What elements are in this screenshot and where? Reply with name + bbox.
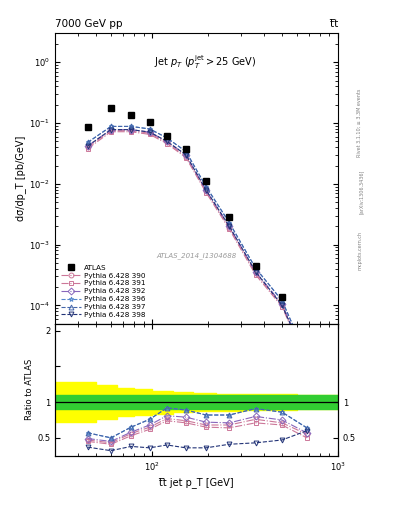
Pythia 6.428 390 — [165, 139, 169, 145]
Pythia 6.428 396 — [227, 220, 231, 226]
Pythia 6.428 390 — [108, 127, 113, 134]
Pythia 6.428 392 — [184, 152, 188, 158]
Y-axis label: dσ/dp_T [pb/GeV]: dσ/dp_T [pb/GeV] — [15, 136, 26, 221]
Pythia 6.428 390 — [227, 225, 231, 231]
Pythia 6.428 396 — [280, 297, 285, 304]
Text: [arXiv:1306.3436]: [arXiv:1306.3436] — [359, 170, 364, 214]
Pythia 6.428 392 — [305, 357, 309, 364]
Pythia 6.428 391 — [184, 155, 188, 161]
Text: Jet $p_T$ ($p_T^{\rm jet}>25$ GeV): Jet $p_T$ ($p_T^{\rm jet}>25$ GeV) — [154, 54, 256, 71]
ATLAS — [227, 215, 231, 221]
Pythia 6.428 391 — [204, 189, 208, 196]
Pythia 6.428 391 — [227, 226, 231, 232]
Pythia 6.428 392 — [85, 143, 90, 149]
Pythia 6.428 390 — [280, 302, 285, 308]
Pythia 6.428 398 — [147, 129, 152, 135]
Line: Pythia 6.428 392: Pythia 6.428 392 — [85, 127, 309, 362]
Pythia 6.428 392 — [280, 301, 285, 307]
Pythia 6.428 391 — [165, 140, 169, 146]
Pythia 6.428 392 — [165, 138, 169, 144]
Pythia 6.428 398 — [85, 143, 90, 149]
Pythia 6.428 397 — [227, 220, 231, 226]
Pythia 6.428 397 — [147, 126, 152, 132]
Pythia 6.428 397 — [204, 183, 208, 189]
Pythia 6.428 398 — [305, 358, 309, 365]
Pythia 6.428 398 — [280, 302, 285, 308]
ATLAS — [280, 293, 285, 300]
Pythia 6.428 390 — [129, 127, 134, 134]
Pythia 6.428 396 — [184, 148, 188, 155]
Pythia 6.428 396 — [253, 265, 258, 271]
Line: Pythia 6.428 396: Pythia 6.428 396 — [85, 124, 309, 360]
Pythia 6.428 397 — [165, 135, 169, 141]
ATLAS — [85, 124, 90, 131]
Line: Pythia 6.428 398: Pythia 6.428 398 — [85, 127, 309, 364]
Pythia 6.428 392 — [227, 223, 231, 229]
Text: Rivet 3.1.10; ≥ 3.3M events: Rivet 3.1.10; ≥ 3.3M events — [357, 89, 362, 157]
Text: mcplots.cern.ch: mcplots.cern.ch — [357, 231, 362, 270]
Pythia 6.428 392 — [129, 126, 134, 133]
Pythia 6.428 390 — [253, 270, 258, 276]
ATLAS — [305, 343, 309, 349]
Y-axis label: Ratio to ATLAS: Ratio to ATLAS — [25, 359, 34, 420]
Line: Pythia 6.428 391: Pythia 6.428 391 — [85, 130, 309, 366]
Pythia 6.428 396 — [147, 126, 152, 132]
Line: Pythia 6.428 397: Pythia 6.428 397 — [85, 124, 309, 360]
ATLAS — [108, 105, 113, 111]
ATLAS — [165, 133, 169, 139]
ATLAS — [147, 119, 152, 125]
Pythia 6.428 390 — [85, 144, 90, 151]
Pythia 6.428 390 — [204, 188, 208, 195]
Pythia 6.428 390 — [147, 130, 152, 136]
Line: ATLAS: ATLAS — [84, 105, 310, 349]
Bar — [55, 395, 338, 409]
Pythia 6.428 397 — [280, 297, 285, 304]
ATLAS — [253, 263, 258, 269]
Pythia 6.428 398 — [129, 126, 134, 133]
Pythia 6.428 392 — [108, 126, 113, 133]
Pythia 6.428 392 — [147, 129, 152, 135]
Pythia 6.428 397 — [184, 148, 188, 155]
Pythia 6.428 398 — [165, 138, 169, 144]
Text: ATLAS_2014_I1304688: ATLAS_2014_I1304688 — [156, 252, 237, 259]
Pythia 6.428 397 — [253, 265, 258, 271]
Pythia 6.428 397 — [85, 139, 90, 145]
Pythia 6.428 398 — [108, 126, 113, 133]
Pythia 6.428 398 — [227, 223, 231, 229]
ATLAS — [184, 145, 188, 152]
ATLAS — [204, 178, 208, 184]
Pythia 6.428 396 — [204, 183, 208, 189]
Legend: ATLAS, Pythia 6.428 390, Pythia 6.428 391, Pythia 6.428 392, Pythia 6.428 396, P: ATLAS, Pythia 6.428 390, Pythia 6.428 39… — [59, 263, 148, 320]
Pythia 6.428 391 — [147, 132, 152, 138]
Pythia 6.428 392 — [204, 187, 208, 193]
Pythia 6.428 396 — [85, 139, 90, 145]
Pythia 6.428 396 — [165, 135, 169, 141]
Pythia 6.428 397 — [129, 123, 134, 130]
Line: Pythia 6.428 390: Pythia 6.428 390 — [85, 128, 309, 364]
Pythia 6.428 397 — [305, 354, 309, 360]
Pythia 6.428 398 — [204, 187, 208, 193]
Pythia 6.428 390 — [305, 358, 309, 365]
Pythia 6.428 391 — [85, 145, 90, 152]
X-axis label: t̅t jet p_T [GeV]: t̅t jet p_T [GeV] — [159, 477, 234, 488]
Pythia 6.428 398 — [253, 268, 258, 274]
Pythia 6.428 391 — [280, 304, 285, 310]
Pythia 6.428 391 — [253, 271, 258, 278]
Pythia 6.428 391 — [129, 129, 134, 135]
Pythia 6.428 396 — [108, 123, 113, 130]
Pythia 6.428 396 — [305, 354, 309, 360]
Pythia 6.428 396 — [129, 123, 134, 130]
Pythia 6.428 391 — [108, 129, 113, 135]
Pythia 6.428 392 — [253, 268, 258, 274]
Pythia 6.428 398 — [184, 152, 188, 158]
Text: 7000 GeV pp: 7000 GeV pp — [55, 19, 123, 29]
Pythia 6.428 391 — [305, 360, 309, 367]
Text: t̅t: t̅t — [330, 19, 338, 29]
Pythia 6.428 397 — [108, 123, 113, 130]
ATLAS — [129, 112, 134, 118]
Pythia 6.428 390 — [184, 154, 188, 160]
